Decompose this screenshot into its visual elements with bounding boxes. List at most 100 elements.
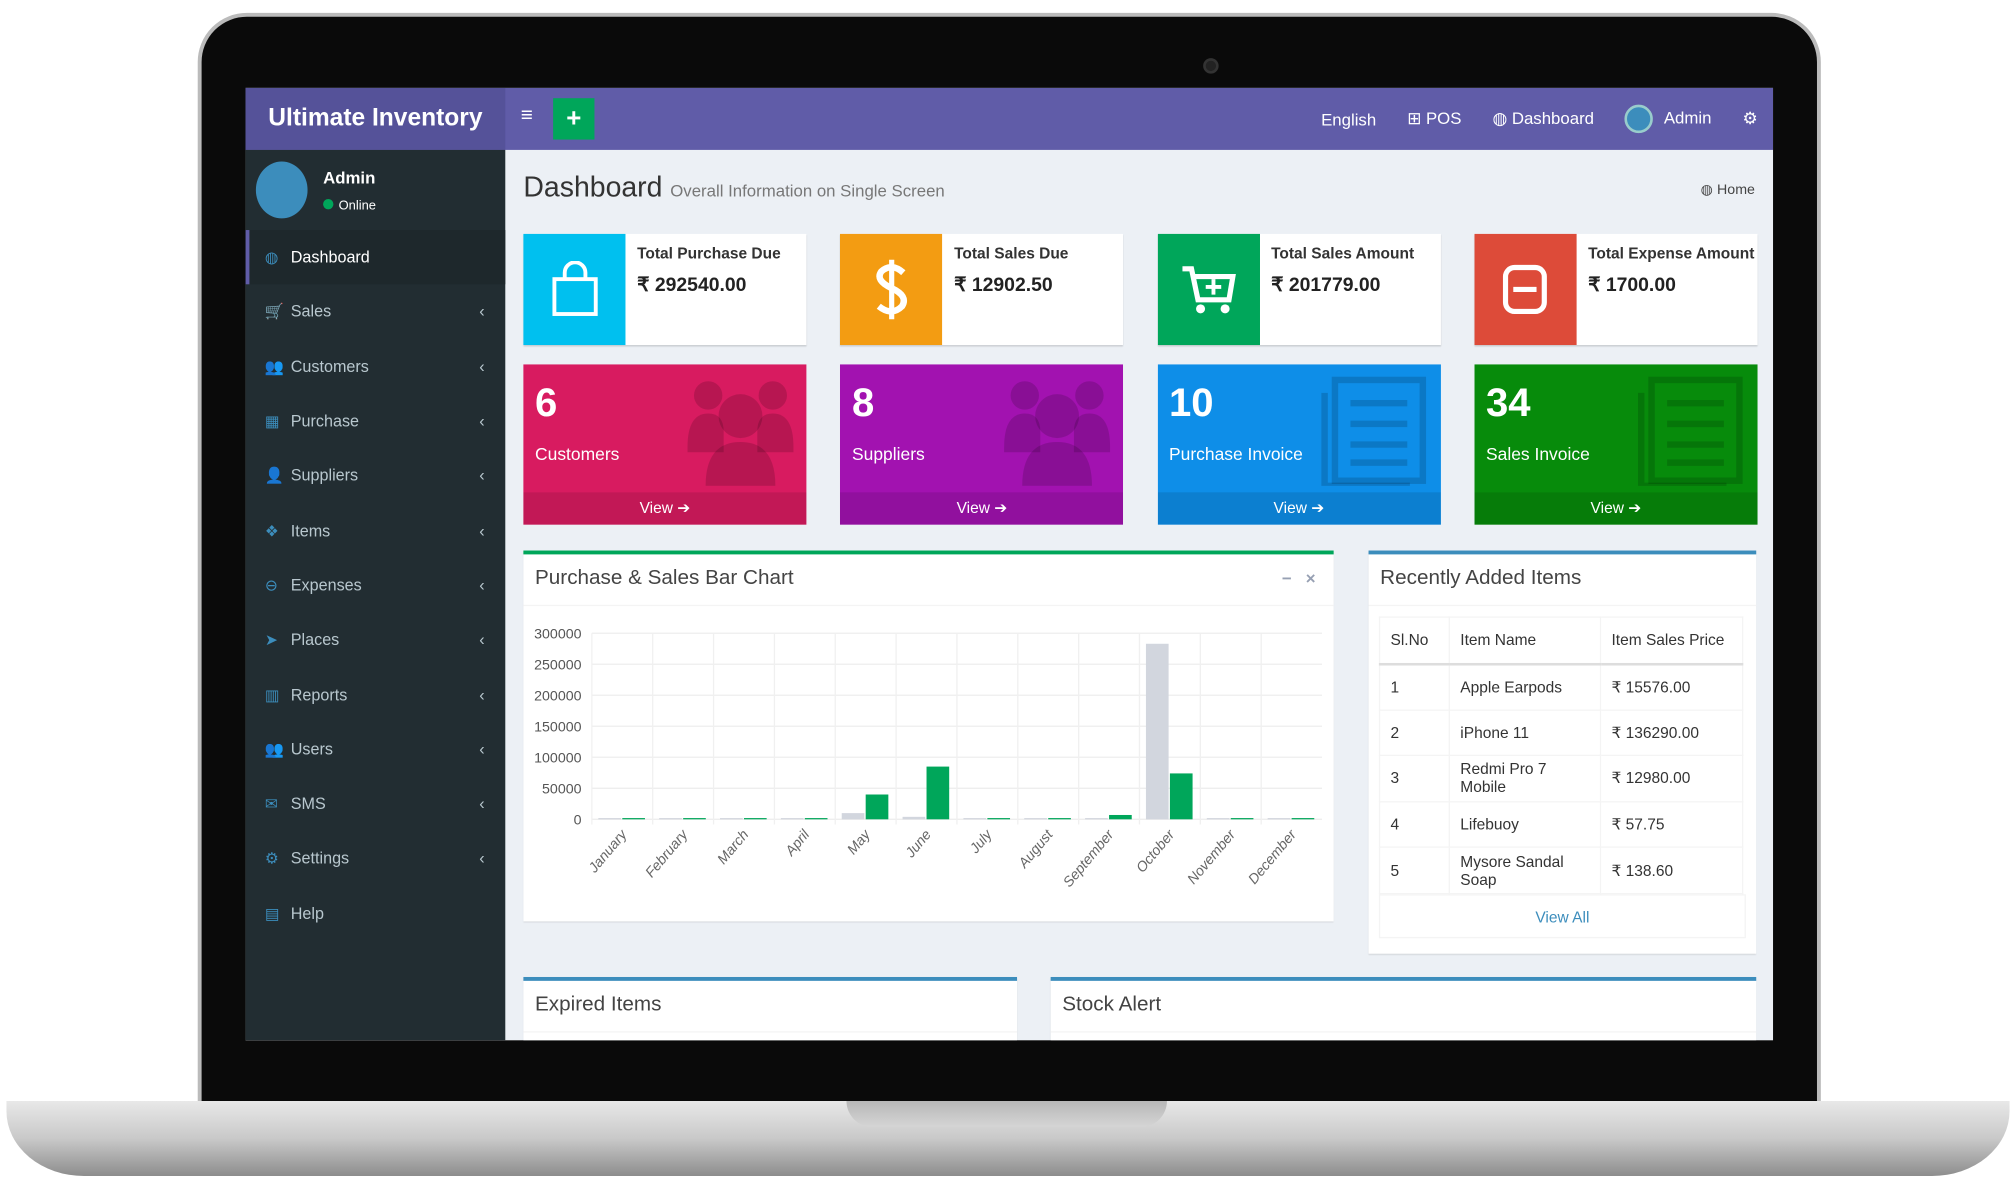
- settings-icon[interactable]: ⚙: [1742, 108, 1758, 128]
- sidebar-item-dashboard[interactable]: ◍ Dashboard: [245, 230, 506, 285]
- bar-july-series-1: [963, 818, 987, 820]
- y-tick-label: 250000: [534, 657, 581, 673]
- add-icon[interactable]: +: [553, 98, 595, 140]
- settings-icon: ⚙: [264, 849, 279, 868]
- app-logo[interactable]: Ultimate Inventory: [245, 87, 506, 150]
- info-box-value: ₹ 292540.00: [637, 273, 747, 296]
- y-tick-label: 100000: [534, 750, 581, 766]
- bar-august-series-2: [1048, 818, 1071, 820]
- info-box: Total Sales Due ₹ 12902.50: [840, 233, 1124, 346]
- sidebar-item-purchase[interactable]: ▦ Purchase ‹: [246, 394, 506, 449]
- cell-item-name: Redmi Pro 7 Mobile: [1448, 754, 1602, 803]
- sidebar-item-sales[interactable]: 🛒 Sales ‹: [246, 285, 506, 340]
- bar-november-series-2: [1230, 818, 1254, 820]
- bar-july-series-2: [987, 818, 1011, 820]
- sidebar-item-customers[interactable]: 👥 Customers ‹: [246, 339, 506, 394]
- laptop-notch: [846, 1101, 1167, 1127]
- view-link[interactable]: View ➔: [1157, 492, 1441, 525]
- view-link[interactable]: View ➔: [523, 492, 807, 525]
- cell-price: ₹ 12980.00: [1599, 754, 1744, 803]
- view-link[interactable]: View ➔: [840, 492, 1124, 525]
- chevron-left-icon: ‹: [479, 412, 485, 431]
- recent-items-table: Sl.No Item Name Item Sales Price 1 Apple Ea…: [1378, 616, 1744, 895]
- breadcrumb[interactable]: ◍ Home: [1700, 182, 1755, 198]
- cell-slno: 5: [1378, 846, 1450, 895]
- chevron-left-icon: ‹: [479, 630, 485, 650]
- items-icon: ❖: [264, 521, 279, 540]
- breadcrumb-home[interactable]: Home: [1717, 182, 1755, 198]
- x-tick-label: November: [1185, 826, 1240, 887]
- user-name: Admin: [1663, 107, 1712, 128]
- sidebar-item-sms[interactable]: ✉ SMS ‹: [246, 777, 506, 832]
- user-status: Online: [323, 199, 376, 213]
- chevron-left-icon: ‹: [479, 849, 485, 868]
- sidebar-item-expenses[interactable]: ⊖ Expenses ‹: [246, 558, 506, 613]
- sidebar-item-settings[interactable]: ⚙ Settings ‹: [246, 831, 506, 886]
- bar-october-series-1: [1145, 643, 1169, 820]
- bar-february-series-1: [659, 818, 682, 820]
- user-panel: Admin Online: [246, 150, 506, 230]
- expenses-icon: ⊖: [264, 576, 278, 595]
- sidebar-item-label: Customers: [290, 357, 369, 376]
- cell-item-name: Lifebuoy: [1448, 800, 1602, 849]
- minimize-icon[interactable]: −: [1281, 568, 1292, 588]
- info-box-value: ₹ 1700.00: [1588, 273, 1676, 296]
- recent-items-title: Recently Added Items: [1368, 554, 1757, 607]
- cell-item-name: iPhone 11: [1448, 708, 1602, 757]
- close-icon[interactable]: ×: [1305, 568, 1316, 588]
- dashboard-label: Dashboard: [1511, 108, 1595, 128]
- cell-price: ₹ 138.60: [1599, 846, 1744, 895]
- sidebar-item-users[interactable]: 👥 Users ‹: [246, 722, 506, 777]
- sidebar-item-suppliers[interactable]: 👤 Suppliers ‹: [246, 449, 506, 504]
- x-tick-label: June: [902, 827, 935, 862]
- cell-price: ₹ 136290.00: [1599, 708, 1744, 757]
- table-row: 5 Mysore Sandal Soap ₹ 138.60: [1378, 846, 1744, 895]
- sidebar-item-label: Sales: [290, 302, 332, 322]
- sidebar-item-help[interactable]: ▤ Help: [246, 886, 506, 941]
- bar-may-series-1: [841, 813, 865, 820]
- y-tick-label: 200000: [534, 688, 581, 704]
- reports-icon: ▥: [264, 685, 280, 704]
- chart-title: Purchase & Sales Bar Chart: [535, 567, 794, 590]
- sidebar-item-label: Reports: [290, 685, 348, 704]
- dollar-icon: [840, 233, 943, 346]
- x-tick-label: December: [1245, 826, 1300, 887]
- stat-label: Suppliers: [852, 444, 925, 464]
- view-all-link[interactable]: View All: [1378, 894, 1746, 939]
- document-bg-icon: [1636, 375, 1747, 490]
- view-link[interactable]: View ➔: [1474, 492, 1758, 525]
- bar-december-series-2: [1291, 818, 1315, 820]
- expired-items-panel: Expired Items: [523, 976, 1018, 1041]
- y-tick-label: 300000: [534, 626, 581, 642]
- chevron-left-icon: ‹: [479, 521, 485, 540]
- page-title: Dashboard Overall Information on Single S…: [523, 171, 944, 205]
- sidebar-item-items[interactable]: ❖ Items ‹: [246, 503, 506, 558]
- user-menu[interactable]: Admin: [1625, 104, 1712, 134]
- dashboard-link[interactable]: ◍ Dashboard: [1492, 109, 1594, 130]
- stock-title: Stock Alert: [1050, 981, 1757, 1033]
- bar-september-series-2: [1109, 814, 1132, 820]
- bar-april-series-2: [804, 818, 828, 820]
- document-bg-icon: [1319, 375, 1430, 490]
- y-tick-label: 0: [574, 812, 582, 828]
- cell-price: ₹ 15576.00: [1599, 662, 1744, 711]
- language-link[interactable]: English: [1321, 109, 1377, 129]
- bar-chart: 0 50000 100000 150000 200000 250000 300000 Janu…: [534, 626, 1323, 891]
- dashboard-icon: ◍: [1492, 108, 1508, 128]
- pos-link[interactable]: ⊞ POS: [1407, 109, 1461, 130]
- x-tick-label: May: [844, 826, 874, 858]
- avatar: [1625, 104, 1654, 134]
- bar-august-series-1: [1024, 818, 1047, 820]
- menu-toggle-icon[interactable]: ≡: [520, 104, 533, 127]
- stat-box: 10 Purchase Invoice View ➔: [1157, 364, 1441, 525]
- x-tick-label: April: [782, 826, 814, 859]
- info-box-value: ₹ 12902.50: [954, 273, 1053, 296]
- stock-alert-panel: Stock Alert: [1050, 976, 1757, 1041]
- chevron-left-icon: ‹: [479, 794, 485, 813]
- sidebar-item-places[interactable]: ➤ Places ‹: [246, 613, 506, 668]
- sidebar-item-reports[interactable]: ▥ Reports ‹: [246, 667, 506, 722]
- users-bg-icon: [1002, 375, 1113, 486]
- chevron-left-icon: ‹: [479, 576, 485, 595]
- stat-box: 8 Suppliers View ➔: [840, 364, 1124, 525]
- bar-march-series-1: [720, 818, 743, 820]
